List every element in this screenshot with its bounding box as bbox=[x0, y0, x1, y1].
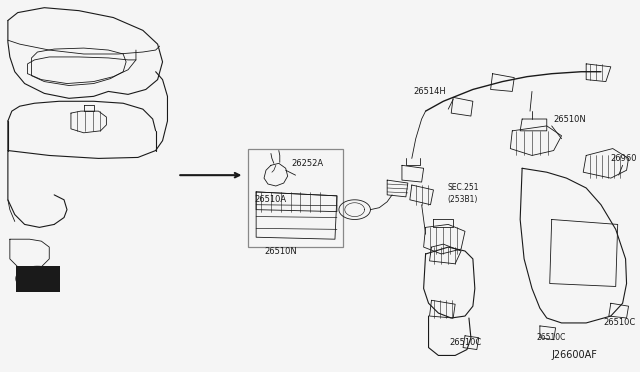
Text: 26252A: 26252A bbox=[292, 159, 324, 168]
Text: 26510C: 26510C bbox=[537, 333, 566, 342]
Text: 26510C: 26510C bbox=[449, 338, 481, 347]
Text: 26510C: 26510C bbox=[603, 318, 635, 327]
Bar bbox=[248, 148, 343, 247]
Text: 26514H: 26514H bbox=[414, 87, 447, 96]
Text: (253B1): (253B1) bbox=[447, 195, 477, 204]
Text: 26510N: 26510N bbox=[554, 115, 586, 124]
Text: 26510N: 26510N bbox=[264, 247, 297, 256]
Text: J26600AF: J26600AF bbox=[552, 350, 598, 360]
Text: 26510A: 26510A bbox=[254, 195, 286, 204]
Text: SEC.251: SEC.251 bbox=[447, 183, 479, 192]
Text: 26960: 26960 bbox=[611, 154, 637, 163]
